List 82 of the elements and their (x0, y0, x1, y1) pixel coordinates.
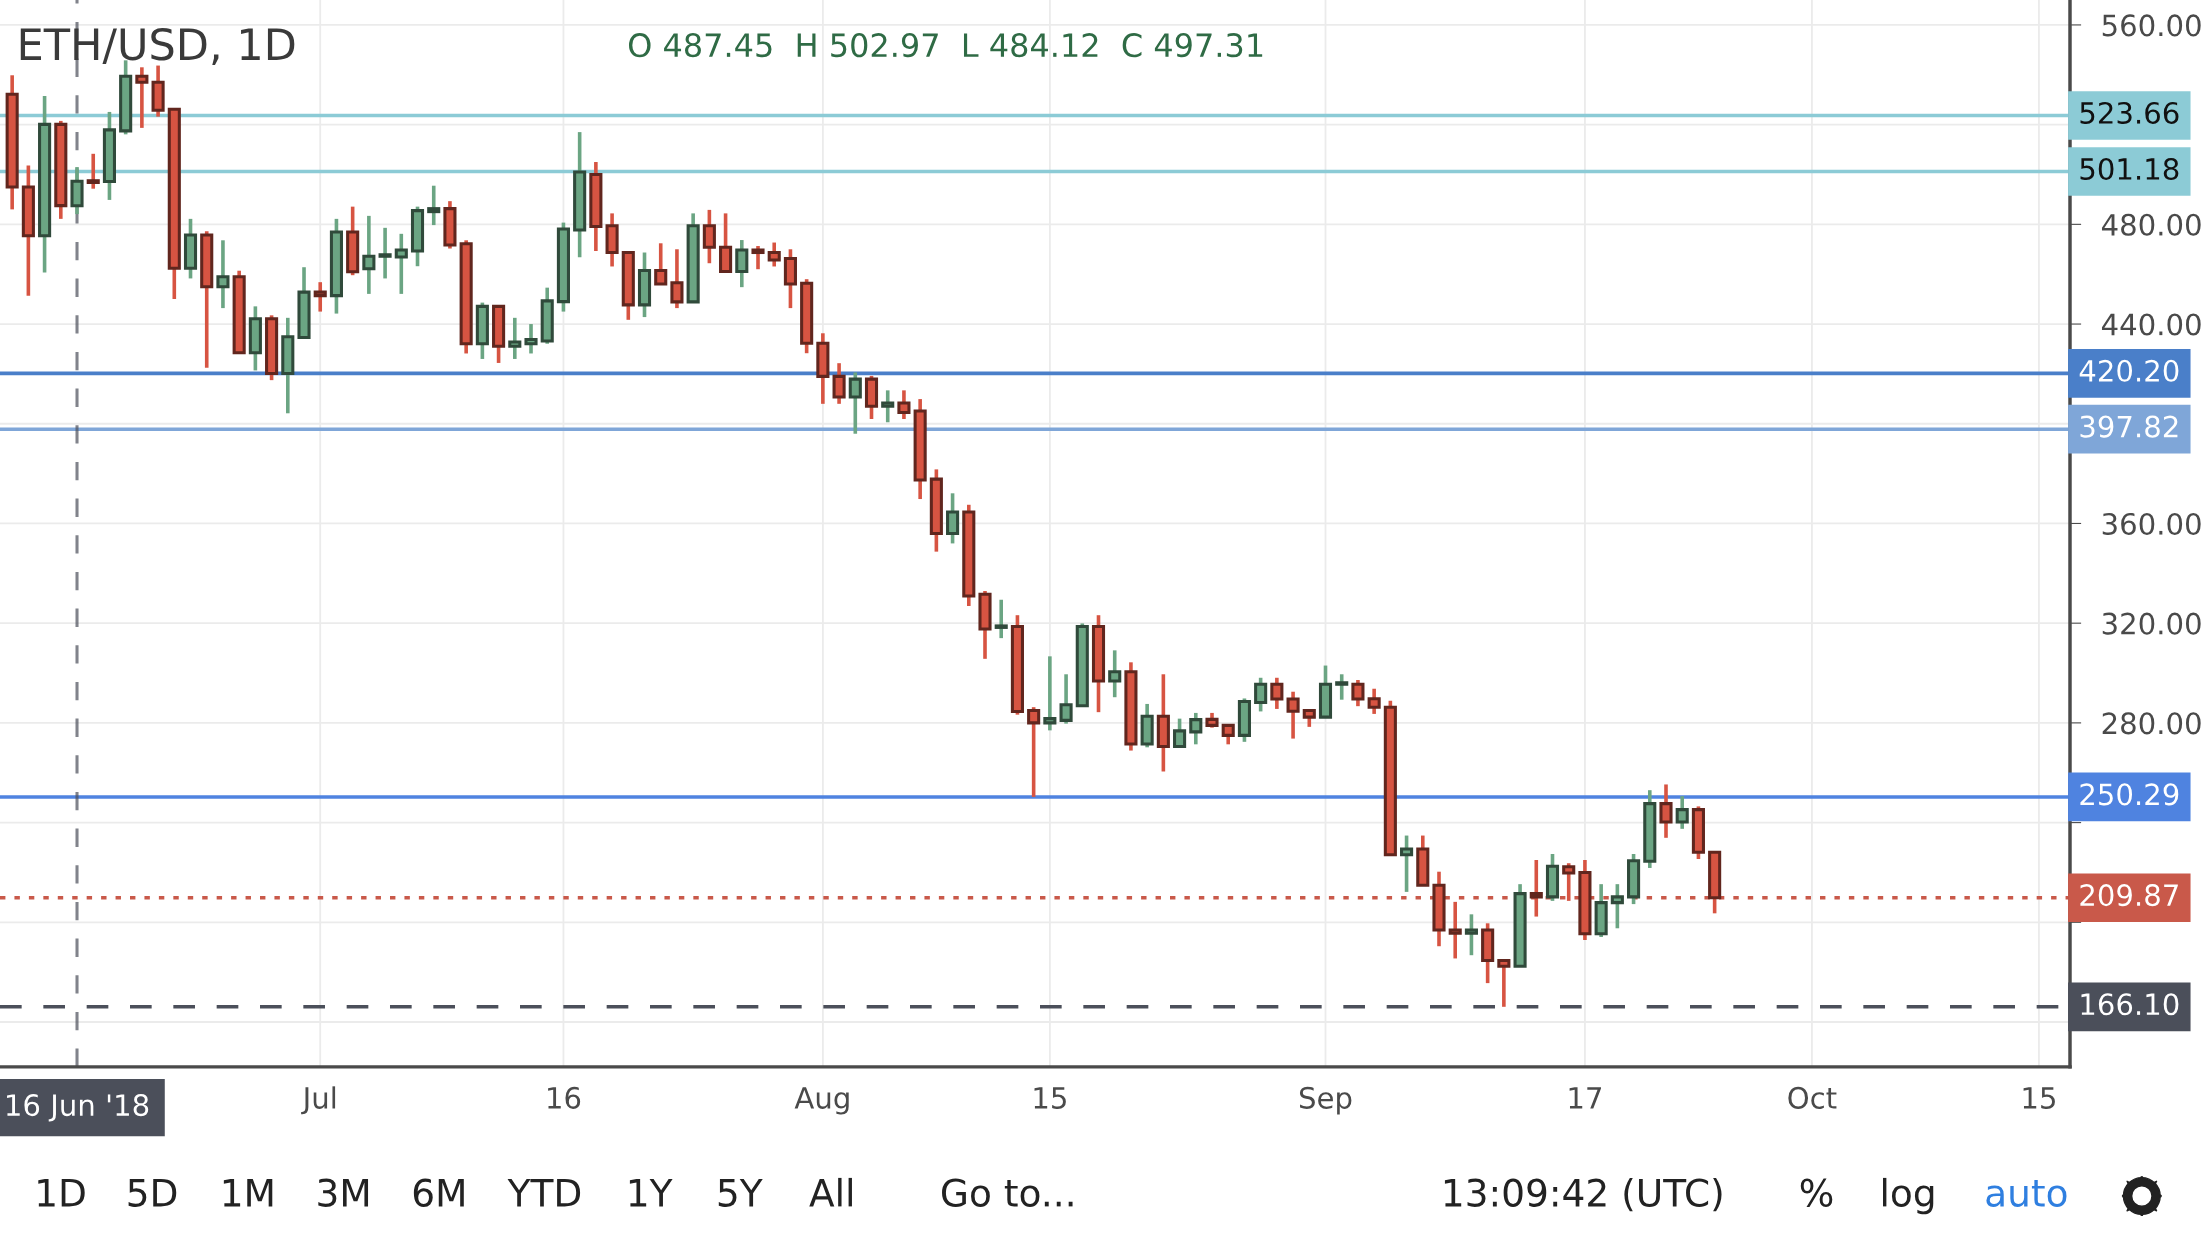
x-tick-label: Jul (301, 1086, 336, 1115)
candlestick (378, 227, 392, 279)
text: Go to... (942, 1178, 1073, 1207)
candlestick (1108, 650, 1122, 698)
candlestick (1286, 691, 1300, 739)
candlestick (1059, 674, 1073, 724)
ref-line-label: 397.82 (2080, 415, 2178, 438)
text: log (1883, 1177, 1934, 1215)
candlestick (362, 215, 376, 294)
candlestick (313, 282, 327, 312)
candlestick (508, 317, 522, 359)
y-tick-label: 560.00 (2102, 14, 2201, 37)
text: 5D (128, 1179, 177, 1207)
candlestick (832, 363, 846, 404)
text: auto (1986, 1180, 2067, 1207)
candlestick (394, 233, 408, 294)
candlestick (1367, 688, 1381, 714)
text: 3M (318, 1178, 369, 1207)
text: 1D (38, 1179, 85, 1207)
ref-line-label: 250.29 (2080, 783, 2179, 806)
text: All (809, 1177, 852, 1207)
candlestick (135, 67, 149, 128)
candlestick (427, 185, 441, 227)
annotation: O 487.45 H 502.97 L 484.12 C 497.31 (629, 33, 1263, 58)
candlestick (1610, 884, 1624, 929)
text: 1M (223, 1179, 273, 1207)
candlestick (1497, 958, 1511, 1007)
text: 6M (413, 1178, 464, 1207)
y-tick-label: 360.00 (2102, 512, 2201, 535)
candlestick (702, 209, 716, 264)
candlestick (1173, 718, 1187, 749)
candlestick (1529, 859, 1543, 917)
candlestick (1335, 674, 1349, 700)
y-tick-label: 480.00 (2101, 213, 2201, 236)
candlestick (751, 246, 765, 270)
candlestick (1562, 863, 1576, 901)
candlestick (1464, 914, 1478, 956)
text: 5Y (718, 1179, 763, 1207)
candlestick (1027, 707, 1041, 797)
text: YTD (507, 1179, 581, 1207)
ref-line-label: 523.66 (2080, 101, 2179, 124)
candlestick (1675, 796, 1689, 829)
candlestick (735, 240, 749, 288)
candlestick (897, 390, 911, 420)
y-tick-label: 440.00 (2101, 313, 2201, 336)
candlestick (1043, 656, 1057, 731)
y-tick-label: 280.00 (2102, 712, 2201, 735)
candlestick (848, 372, 862, 434)
text: % (1800, 1178, 1833, 1207)
candlestick (1270, 677, 1284, 709)
text: ETH/USD, 1D (20, 27, 295, 65)
candlestick (670, 249, 684, 309)
candlestick (1221, 723, 1235, 745)
candlestick (524, 324, 538, 354)
candlestick (216, 240, 230, 309)
ref-line-label: 166.10 (2081, 993, 2179, 1016)
ref-line-label: 209.87 (2080, 884, 2178, 907)
x-tick-label: Sep (1299, 1086, 1352, 1115)
x-tick-label: 15 (1034, 1087, 1066, 1109)
candlestick (1659, 784, 1673, 838)
candlestick (1254, 677, 1268, 712)
candlestick (946, 493, 960, 544)
text: 13:09:42 (UTC) (1444, 1177, 1722, 1212)
x-tick-label: Oct (1788, 1086, 1837, 1109)
candlestick (654, 243, 668, 286)
y-tick-label: 320.00 (2102, 612, 2201, 635)
candlestick (1189, 711, 1203, 745)
ref-line-label: 501.18 (2080, 157, 2179, 181)
candlestick (994, 599, 1008, 639)
x-tick-label: Aug (794, 1087, 849, 1115)
ref-line-label: 420.20 (2079, 359, 2179, 382)
x-tick-label: 17 (1569, 1087, 1601, 1109)
candlestick (1351, 680, 1365, 707)
text: 1Y (629, 1179, 673, 1207)
x-tick-label: 15 (2023, 1087, 2055, 1109)
candlestick (767, 242, 781, 267)
x-tick-label: 16 (548, 1086, 581, 1109)
candlestick (881, 390, 895, 423)
candlestick (1400, 835, 1414, 892)
candlestick (1448, 901, 1462, 959)
candlestick (86, 153, 100, 189)
ref-line-label: 16 Jun '18 (7, 1094, 149, 1122)
